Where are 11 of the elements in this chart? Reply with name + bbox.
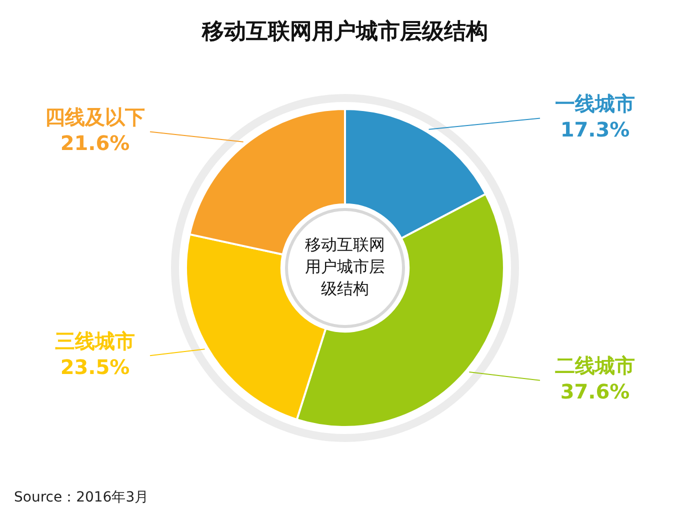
- source-note: Source：2016年3月: [14, 490, 149, 506]
- data-label: 21.6%: [60, 130, 130, 155]
- text: 移动互联网用户城市层级结构: [305, 235, 385, 298]
- slice-label: 一线城市: [555, 91, 635, 116]
- slice-label: 二线城市: [555, 354, 635, 378]
- data-label: 17.3%: [560, 117, 630, 142]
- data-label: 37.6%: [560, 380, 630, 404]
- data-label: 23.5%: [60, 354, 130, 379]
- slice-label: 四线及以下: [45, 104, 145, 129]
- chart-title: 移动互联网用户城市层级结构: [201, 18, 488, 45]
- slice-label: 三线城市: [55, 328, 135, 353]
